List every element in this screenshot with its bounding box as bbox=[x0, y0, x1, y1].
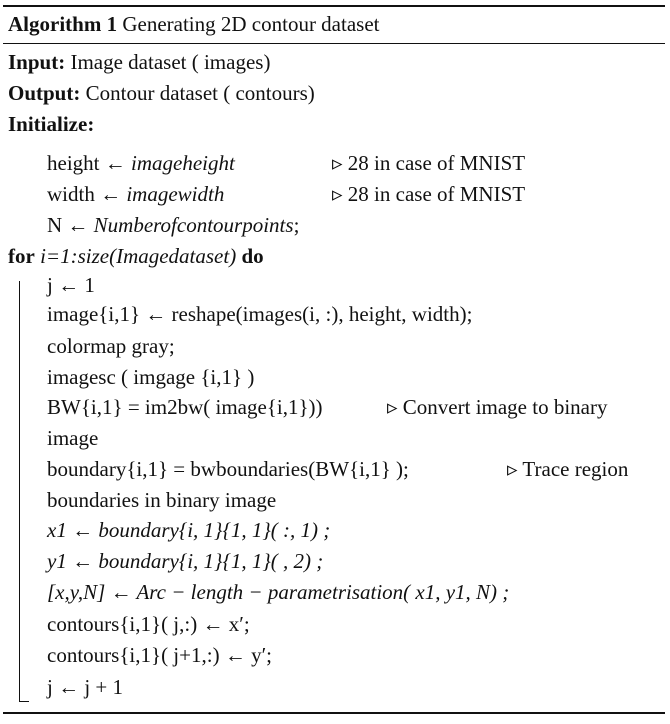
loop-bracket bbox=[19, 281, 29, 702]
input-label: Input: bbox=[8, 50, 66, 74]
body-line-y1: y1 ← boundary{i, 1}{1, 1}( , 2) ; bbox=[47, 549, 324, 573]
body-line-contours-x: contours{i,1}( j,:) ← x′; bbox=[47, 612, 250, 636]
for-loop-header: for i=1:size(Imagedataset) do bbox=[8, 241, 264, 272]
input-line: Input: Image dataset ( images) bbox=[8, 47, 270, 78]
body-line-reshape: image{i,1} ← reshape(images(i, :), heigh… bbox=[47, 302, 473, 326]
init-n-left: N ← bbox=[47, 213, 94, 237]
output-line: Output: Contour dataset ( contours) bbox=[8, 78, 315, 109]
init-n-right: Numberofcontourpoints bbox=[93, 213, 294, 237]
bwboundaries-code: boundary{i,1} = bwboundaries(BW{i,1} ); bbox=[47, 457, 409, 481]
body-line-im2bw: BW{i,1} = im2bw( image{i,1})) ▹ Convert … bbox=[47, 392, 667, 423]
body-line-arc-length: [x,y,N] ← Arc − length − parametrisation… bbox=[47, 580, 510, 604]
loop-condition: i=1:size(Imagedataset) bbox=[40, 244, 237, 268]
algorithm-caption: Algorithm 1 Generating 2D contour datase… bbox=[8, 9, 380, 40]
body-line-colormap: colormap gray; bbox=[47, 334, 175, 358]
init-height-left: height ← bbox=[47, 151, 131, 175]
body-line-boundaries-wrap: boundaries in binary image bbox=[47, 488, 277, 512]
init-n-tail: ; bbox=[293, 213, 300, 237]
for-keyword: for bbox=[8, 244, 35, 268]
body-line-bwboundaries: boundary{i,1} = bwboundaries(BW{i,1} ); … bbox=[47, 454, 667, 485]
body-line-j-increment: j ← j + 1 bbox=[47, 675, 124, 699]
init-width-right: imagewidth bbox=[126, 182, 225, 206]
body-line-contours-y: contours{i,1}( j+1,:) ← y′; bbox=[47, 643, 272, 667]
init-n-line: N ← Numberofcontourpoints; bbox=[47, 210, 299, 241]
body-line-imagesc: imagesc ( imgage {i,1} ) bbox=[47, 365, 255, 389]
algorithm-title: Generating 2D contour dataset bbox=[122, 12, 380, 36]
init-height-right: imageheight bbox=[131, 151, 235, 175]
output-text: Contour dataset ( contours) bbox=[85, 81, 315, 105]
do-keyword: do bbox=[241, 244, 264, 268]
body-line-image-wrap: image bbox=[47, 426, 99, 450]
caption-rule bbox=[3, 43, 665, 44]
output-label: Output: bbox=[8, 81, 81, 105]
im2bw-code: BW{i,1} = im2bw( image{i,1})) bbox=[47, 395, 323, 419]
top-rule bbox=[3, 5, 665, 7]
init-height-line: height ← imageheight ▹ 28 in case of MNI… bbox=[47, 148, 667, 179]
bwboundaries-comment: ▹ Trace region bbox=[507, 457, 629, 481]
body-line-j-init: j ← 1 bbox=[47, 273, 95, 297]
body-line-x1: x1 ← boundary{i, 1}{1, 1}( :, 1) ; bbox=[47, 518, 331, 542]
input-text: Image dataset ( images) bbox=[70, 50, 271, 74]
init-width-line: width ← imagewidth ▹ 28 in case of MNIST bbox=[47, 179, 667, 210]
initialize-label: Initialize: bbox=[8, 112, 95, 136]
init-width-left: width ← bbox=[47, 182, 127, 206]
init-height-comment: ▹ 28 in case of MNIST bbox=[332, 151, 526, 175]
init-width-comment: ▹ 28 in case of MNIST bbox=[332, 182, 526, 206]
algorithm-label: Algorithm 1 bbox=[8, 12, 118, 36]
bottom-rule bbox=[3, 712, 665, 714]
im2bw-comment: ▹ Convert image to binary bbox=[387, 395, 608, 419]
